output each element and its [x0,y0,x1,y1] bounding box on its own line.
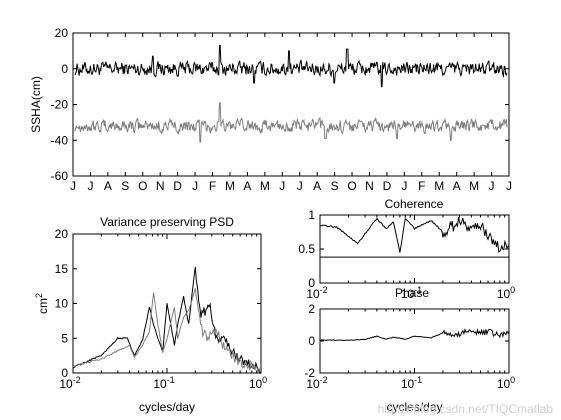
ssha-xtick-label: S [121,179,129,193]
psd-ytick-label: 15 [55,262,69,276]
ssha-ytick-label: 0 [61,62,68,76]
ssha-xtick-label: J [279,179,285,193]
coh-series-line [319,216,510,253]
psd-title: Variance preserving PSD [100,215,234,229]
ssha-xtick-label: J [192,179,198,193]
coh-ytick-label: 0.5 [298,242,315,256]
coh-title: Coherence [385,197,444,211]
ssha-xtick-label: M [260,179,270,193]
ssha-ytick-label: -40 [51,133,69,147]
ssha-xtick-label: A [313,179,321,193]
ssha-series-line [74,45,508,88]
ssha-ytick-label: 20 [55,26,69,40]
coh-xtick-label: 100 [497,285,515,301]
ssha-ytick-label: -20 [51,98,69,112]
ssha-xtick-label: M [434,179,444,193]
psd-ylabel: cm2 [34,293,50,314]
coh-xtick-label: 10-1 [401,285,422,301]
ssha-xtick-label: D [173,179,182,193]
ssha-xtick-label: J [70,179,76,193]
ssha-xtick-label: D [383,179,392,193]
ssha-axes-box [72,32,510,177]
ssha-xtick-label: S [331,179,339,193]
ssha-xtick-label: A [243,179,251,193]
ssha-xtick-label: J [297,179,303,193]
ssha-xtick-label: F [418,179,425,193]
ssha-xtick-label: N [156,179,165,193]
ssha-xtick-label: F [209,179,216,193]
psd-series-line [72,266,262,375]
watermark: https://blog.csdn.net/TIQCmatlab [377,402,553,416]
psd-xtick-label: 100 [249,375,267,391]
psd-series-line [72,288,262,373]
coh-ytick-label: 0 [308,276,315,290]
ssha-xtick-label: N [365,179,374,193]
phase-series-line [319,327,510,342]
ssha-xtick-label: J [506,179,512,193]
phase-xlabel: cycles/day [386,400,442,414]
psd-xtick-label: 10-1 [153,375,174,391]
phase-ytick-label: -2 [304,366,315,380]
phase-xtick-label: 10-2 [306,375,327,391]
ssha-xtick-label: J [401,179,407,193]
ssha-ylabel: SSHA(cm) [29,76,43,133]
phase-title: Phase [395,286,429,300]
ssha-xtick-label: J [87,179,93,193]
phase-ytick-label: 2 [308,302,315,316]
ssha-series-line [74,102,508,143]
psd-ytick-label: 0 [61,366,68,380]
phase-xtick-label: 100 [497,375,515,391]
ssha-xtick-label: O [138,179,147,193]
coh-ytick-label: 1 [308,208,315,222]
ssha-xtick-label: M [469,179,479,193]
ssha-xtick-label: J [489,179,495,193]
phase-axes-box [319,308,510,374]
coherence-plot: 0 0.5 1 10-2 10-1 100 Coherence [298,197,515,301]
psd-ytick-label: 20 [55,227,69,241]
phase-xtick-label: 10-1 [401,375,422,391]
psd-xlabel: cycles/day [139,400,195,414]
ssha-xtick-label: A [104,179,112,193]
ssha-xtick-label: M [225,179,235,193]
ssha-ytick-label: -60 [51,169,69,183]
variance-psd-plot: 0 5 10 15 20 10-2 10-1 100 Variance preserving P… [34,215,267,414]
phase-ytick-label: 0 [308,334,315,348]
psd-ytick-label: 5 [61,331,68,345]
coh-axes-box [319,214,510,284]
psd-ytick-label: 10 [55,297,69,311]
ssha-xtick-label: A [453,179,461,193]
psd-xtick-label: 10-2 [59,375,80,391]
coh-xtick-label: 10-2 [306,285,327,301]
ssha-xtick-label: O [347,179,356,193]
